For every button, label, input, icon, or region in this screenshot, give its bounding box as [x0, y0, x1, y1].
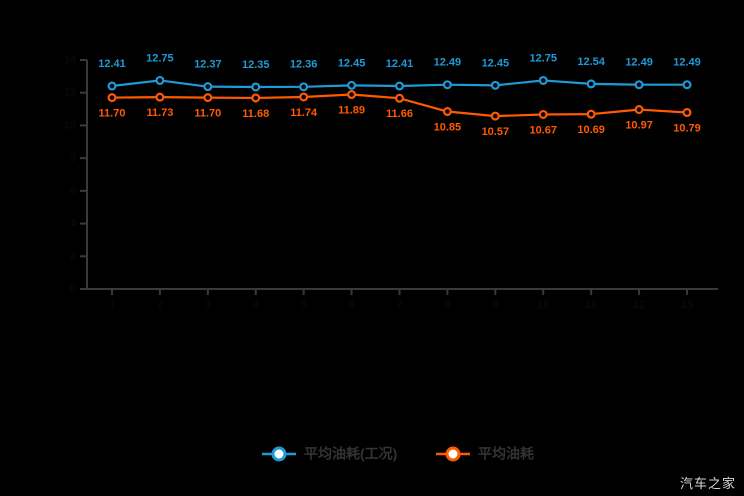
data-point-marker[interactable] [682, 80, 692, 90]
x-tick-label: 5 [301, 299, 307, 311]
data-point-marker[interactable] [538, 75, 548, 85]
data-label: 12.75 [529, 52, 557, 64]
data-label: 11.73 [146, 107, 173, 119]
legend-item-2[interactable]: 平均油耗 [436, 446, 534, 462]
y-tick-label: 4 [70, 217, 76, 229]
data-label: 12.54 [577, 56, 605, 68]
data-point-marker[interactable] [682, 108, 692, 118]
series-layer [107, 75, 692, 121]
watermark: 汽车之家 [679, 476, 736, 491]
data-label: 10.67 [529, 124, 557, 136]
data-point-marker[interactable] [442, 107, 452, 117]
axes [86, 60, 718, 290]
legend-label: 平均油耗(工况) [304, 446, 397, 462]
data-label: 12.49 [434, 57, 462, 69]
data-point-marker[interactable] [586, 79, 596, 89]
legend-marker-icon [271, 446, 287, 462]
y-tick-label: 6 [70, 185, 76, 197]
data-label: 12.35 [242, 59, 270, 71]
x-tick-label: 1 [109, 299, 115, 311]
data-label: 12.36 [290, 59, 318, 71]
x-tick-label: 6 [349, 299, 355, 311]
data-label: 10.79 [673, 122, 701, 134]
y-tick-label: 10 [64, 119, 76, 131]
data-point-marker[interactable] [347, 90, 357, 100]
x-axis-ticks: 1 2 3 4 5 6 7 8 9 10 11 12 13 [109, 289, 693, 311]
data-label: 10.97 [625, 119, 653, 131]
data-label: 12.75 [146, 52, 174, 64]
data-label: 12.49 [625, 57, 653, 69]
y-tick-label: 8 [70, 152, 76, 164]
data-point-marker[interactable] [155, 75, 165, 85]
legend-marker-icon [445, 446, 461, 462]
data-point-marker[interactable] [203, 93, 213, 103]
x-tick-label: 4 [253, 299, 259, 311]
legend-label: 平均油耗 [478, 446, 534, 462]
y-tick-label: 12 [64, 87, 76, 99]
data-label: 11.74 [290, 107, 318, 119]
data-point-marker[interactable] [586, 109, 596, 119]
data-point-marker[interactable] [203, 82, 213, 92]
data-point-marker[interactable] [251, 93, 261, 103]
legend[interactable]: 平均油耗(工况) 平均油耗 [262, 446, 534, 462]
data-point-marker[interactable] [299, 82, 309, 92]
x-tick-label: 9 [492, 299, 498, 311]
data-label: 11.70 [194, 108, 221, 120]
y-tick-label: 2 [70, 250, 76, 262]
data-label: 10.69 [577, 124, 605, 136]
data-point-marker[interactable] [251, 82, 261, 92]
data-label: 12.41 [98, 58, 126, 70]
data-point-marker[interactable] [107, 93, 117, 103]
data-label: 12.37 [194, 59, 222, 71]
data-point-marker[interactable] [395, 81, 405, 91]
data-point-marker[interactable] [395, 93, 405, 103]
data-labels-layer: 12.41 12.75 12.37 12.35 12.36 12.45 12.41 12.49… [98, 52, 701, 138]
data-point-marker[interactable] [634, 80, 644, 90]
x-tick-label: 2 [157, 299, 163, 311]
data-label: 11.89 [338, 104, 365, 116]
series-2 [107, 90, 692, 121]
legend-item-1[interactable]: 平均油耗(工况) [262, 446, 397, 462]
data-point-marker[interactable] [538, 109, 548, 119]
data-point-marker[interactable] [490, 80, 500, 90]
data-point-marker[interactable] [347, 80, 357, 90]
data-label: 11.68 [242, 108, 269, 120]
data-label: 12.45 [482, 57, 510, 69]
x-tick-label: 13 [681, 299, 693, 311]
data-label: 10.57 [482, 126, 510, 138]
x-tick-label: 8 [444, 299, 450, 311]
data-point-marker[interactable] [442, 80, 452, 90]
x-tick-label: 3 [205, 299, 211, 311]
data-label: 12.49 [673, 57, 701, 69]
x-tick-label: 10 [537, 299, 549, 311]
data-label: 10.85 [434, 121, 462, 133]
data-label: 11.66 [386, 108, 413, 120]
y-tick-label: 0 [70, 283, 76, 295]
data-point-marker[interactable] [490, 111, 500, 121]
data-label: 11.70 [99, 108, 126, 120]
data-point-marker[interactable] [634, 105, 644, 115]
data-label: 12.41 [386, 58, 414, 70]
data-point-marker[interactable] [107, 81, 117, 91]
data-point-marker[interactable] [299, 92, 309, 102]
series-1 [107, 75, 692, 92]
x-tick-label: 11 [585, 299, 596, 311]
y-tick-label: 14 [64, 54, 76, 66]
x-tick-label: 7 [396, 299, 402, 311]
y-axis-ticks: 14 12 10 8 6 4 2 0 [64, 54, 87, 295]
x-tick-label: 12 [633, 299, 645, 311]
data-point-marker[interactable] [155, 92, 165, 102]
data-label: 12.45 [338, 57, 366, 69]
